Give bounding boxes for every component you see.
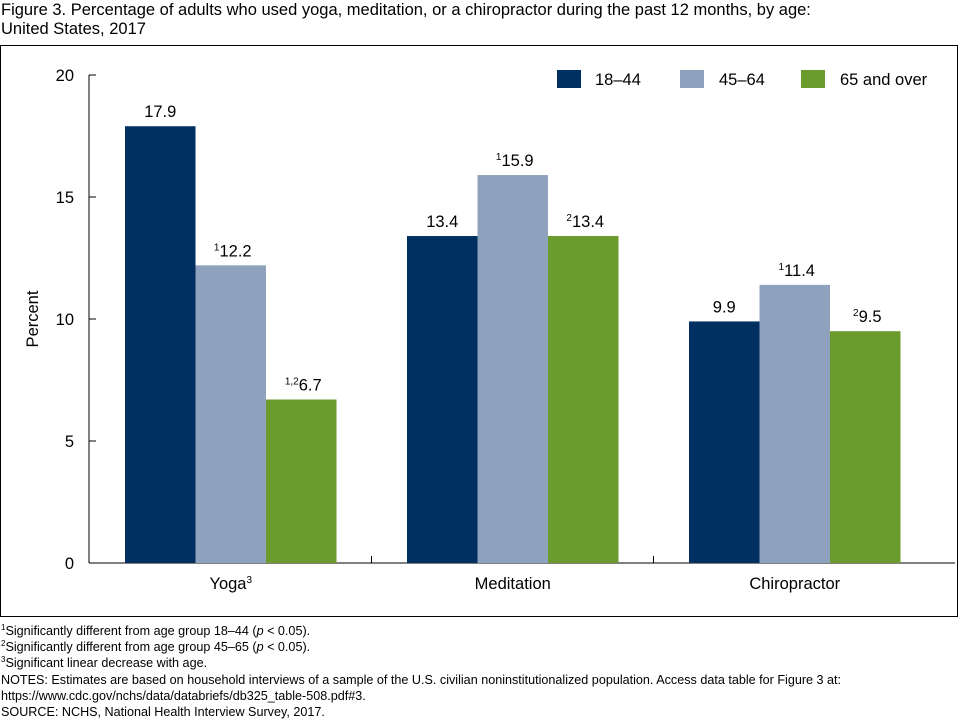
bar-65 and over-Meditation: [548, 236, 619, 564]
figure-title-line-1: Figure 3. Percentage of adults who used …: [1, 1, 811, 19]
data-label: 1,26.7: [285, 377, 322, 395]
footnote-2: 2Significantly different from age group …: [1, 639, 311, 655]
y-tick-label: 10: [56, 311, 74, 329]
bar-65 and over-Yoga: [266, 399, 337, 563]
data-label: 29.5: [853, 308, 882, 326]
legend-label: 45–64: [719, 71, 765, 89]
chart-frame: [0, 45, 958, 617]
data-label: 115.9: [496, 152, 534, 170]
x-category-label: Yoga3: [209, 575, 252, 593]
bar-45–64-Meditation: [477, 175, 548, 564]
bar-18–44-Chiropractor: [689, 321, 760, 563]
legend-swatch: [680, 70, 704, 88]
y-tick-label: 0: [65, 555, 74, 573]
notes-line-2: https://www.cdc.gov/nchs/data/databriefs…: [1, 688, 366, 703]
footnote-3: 3Significant linear decrease with age.: [1, 655, 208, 671]
figure-title: Figure 3. Percentage of adults who used …: [1, 1, 956, 39]
bar-45–64-Chiropractor: [759, 284, 830, 563]
data-label: 9.9: [713, 298, 736, 316]
bar-18–44-Meditation: [407, 236, 478, 564]
legend-label: 65 and over: [840, 71, 928, 89]
y-tick-label: 15: [56, 189, 74, 207]
data-label: 13.4: [426, 213, 458, 231]
footnote-1: 1Significantly different from age group …: [1, 622, 311, 638]
legend-label: 18–44: [595, 71, 641, 89]
data-label: 17.9: [144, 103, 176, 121]
bar-18–44-Yoga: [125, 126, 196, 564]
chart-notes: 1Significantly different from age group …: [1, 623, 956, 720]
x-category-label: Meditation: [475, 575, 551, 593]
legend-swatch: [557, 70, 581, 88]
bar-65 and over-Chiropractor: [830, 331, 901, 563]
source-line: SOURCE: NCHS, National Health Interview …: [1, 705, 325, 720]
legend-swatch: [801, 70, 825, 88]
y-tick-label: 20: [56, 67, 74, 85]
y-tick-label: 5: [65, 433, 74, 451]
data-label: 112.2: [214, 242, 252, 260]
x-category-label: Chiropractor: [749, 575, 840, 593]
data-label: 213.4: [566, 213, 604, 231]
notes-line-1: NOTES: Estimates are based on household …: [1, 672, 842, 687]
bar-45–64-Yoga: [195, 265, 266, 563]
figure-title-line-2: United States, 2017: [1, 20, 146, 38]
data-label: 111.4: [779, 262, 815, 280]
y-axis-label: Percent: [24, 290, 42, 347]
